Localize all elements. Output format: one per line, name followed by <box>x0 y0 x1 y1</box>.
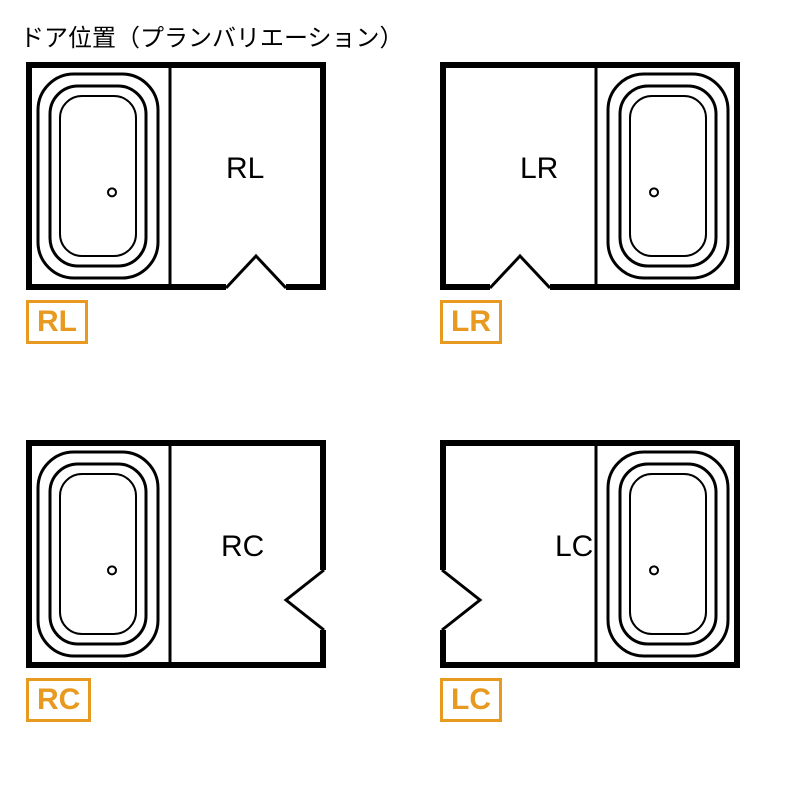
plan-label: LR <box>520 152 558 186</box>
floorplan-lr: LR LR <box>440 62 740 350</box>
floorplan-rc: RC RC <box>26 440 326 728</box>
plan-label: RC <box>221 530 264 564</box>
plan-label: LC <box>555 530 593 564</box>
plan-badge: RC <box>26 678 91 722</box>
plan-badge: LR <box>440 300 502 344</box>
page-title: ドア位置（プランバリエーション） <box>20 18 404 53</box>
plan-badge: LC <box>440 678 502 722</box>
plan-badge: RL <box>26 300 88 344</box>
floorplan-lc: LC LC <box>440 440 740 728</box>
floorplan-rl: RL RL <box>26 62 326 350</box>
plan-label: RL <box>226 152 264 186</box>
